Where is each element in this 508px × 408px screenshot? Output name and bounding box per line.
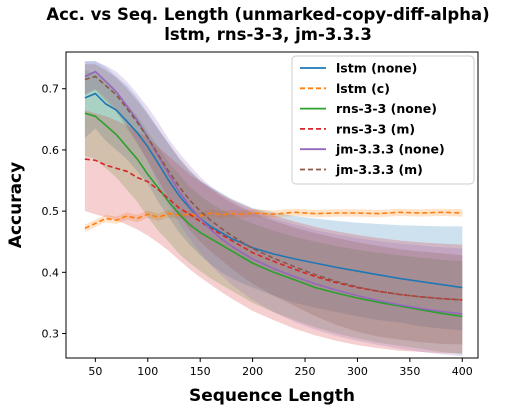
chart-title: Acc. vs Seq. Length (unmarked-copy-diff-… (46, 5, 489, 24)
legend-label: lstm (none) (336, 61, 417, 76)
y-axis-label: Accuracy (6, 162, 26, 248)
y-axis: 0.3 0.4 0.5 0.6 0.7 (42, 83, 66, 341)
x-tick-label: 350 (399, 365, 420, 378)
legend-frame (291, 55, 475, 185)
y-tick-label: 0.4 (42, 266, 60, 279)
x-tick-label: 50 (88, 365, 102, 378)
series-line-1 (84, 211, 463, 230)
legend-label: rns-3-3 (none) (336, 101, 437, 116)
chart-subtitle: lstm, rns-3-3, jm-3.3.3 (164, 25, 372, 44)
y-tick-label: 0.7 (42, 83, 60, 96)
x-tick-label: 200 (242, 365, 263, 378)
y-tick-label: 0.6 (42, 144, 60, 157)
series-line-2 (84, 112, 463, 318)
series-band-4 (84, 61, 463, 357)
x-tick-label: 250 (295, 365, 316, 378)
plot-area (84, 61, 463, 357)
series-line-4 (84, 70, 463, 315)
series-line-5 (84, 75, 463, 301)
x-tick-label: 100 (137, 365, 158, 378)
x-tick-label: 150 (190, 365, 211, 378)
y-tick-label: 0.3 (42, 328, 60, 341)
series-line-0 (84, 92, 463, 289)
legend-label: jm-3.3.3 (none) (335, 142, 445, 157)
series-band-5 (84, 64, 463, 345)
series-band-3 (84, 110, 463, 354)
legend: lstm (none) lstm (c) rns-3-3 (none) rns-3-3… (291, 55, 475, 185)
series-band-0 (84, 61, 463, 331)
series-band-2 (84, 70, 463, 355)
legend-label: lstm (c) (336, 81, 390, 96)
legend-label: rns-3-3 (m) (336, 121, 415, 136)
y-tick-label: 0.5 (42, 205, 60, 218)
plot-frame (65, 51, 479, 359)
x-tick-label: 300 (347, 365, 368, 378)
x-tick-label: 400 (452, 365, 473, 378)
x-axis-label: Sequence Length (189, 386, 355, 406)
x-axis: 50 100 150 200 250 300 350 400 (88, 358, 473, 378)
legend-label: jm-3.3.3 (m) (335, 162, 423, 177)
